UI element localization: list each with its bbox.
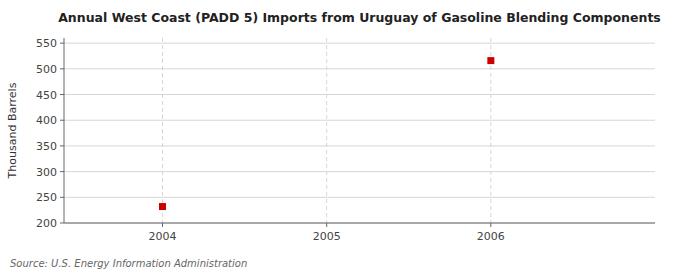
x-axis-line: [64, 223, 655, 224]
y-grid-line: [64, 197, 655, 198]
y-tick: [60, 43, 64, 44]
chart: 2004 2005 2006 200 250 300 350 400 450 500 550Annu…: [0, 0, 675, 275]
y-tick-label: 250: [36, 191, 57, 204]
y-tick-label: 400: [36, 114, 57, 127]
page: {"chart_data": {"type": "scatter", "titl…: [0, 0, 675, 275]
grid: [64, 38, 655, 223]
y-tick-label: 450: [36, 89, 57, 102]
x-tick: [162, 223, 163, 227]
y-grid-line: [64, 171, 655, 172]
x-tick-label: 2006: [477, 230, 505, 243]
y-grid-line: [64, 68, 655, 69]
y-tick-label: 350: [36, 140, 57, 153]
point: [487, 57, 494, 64]
y-grid-line: [64, 223, 655, 224]
x-grid-line: [162, 38, 163, 223]
y-tick: [60, 223, 64, 224]
title: Annual West Coast (PADD 5) Imports from …: [58, 10, 661, 25]
y-grid-line: [64, 145, 655, 146]
y-tick-label: 200: [36, 217, 57, 230]
point: [159, 203, 166, 210]
y-tick: [60, 68, 64, 69]
y-tick: [60, 94, 64, 95]
y-tick: [60, 145, 64, 146]
y-grid-line: [64, 94, 655, 95]
y-tick: [60, 171, 64, 172]
y-tick-label: 500: [36, 63, 57, 76]
source: Source: U.S. Energy Information Administ…: [10, 258, 247, 269]
x-grid-line: [490, 38, 491, 223]
x-tick: [326, 223, 327, 227]
axes: 2004 2005 2006 200 250 300 350 400 450 500 550: [36, 37, 655, 243]
x-tick-label: 2004: [149, 230, 177, 243]
x-tick-label: 2005: [313, 230, 341, 243]
x-tick: [490, 223, 491, 227]
y-grid-line: [64, 43, 655, 44]
x-grid-line: [326, 38, 327, 223]
y-tick: [60, 120, 64, 121]
y-axis-line: [64, 38, 65, 223]
y-tick-label: 300: [36, 166, 57, 179]
y-axis-label: Thousand Barrels: [6, 82, 19, 179]
y-tick-label: 550: [36, 37, 57, 50]
y-tick: [60, 197, 64, 198]
data-points: [159, 57, 494, 210]
y-grid-line: [64, 120, 655, 121]
